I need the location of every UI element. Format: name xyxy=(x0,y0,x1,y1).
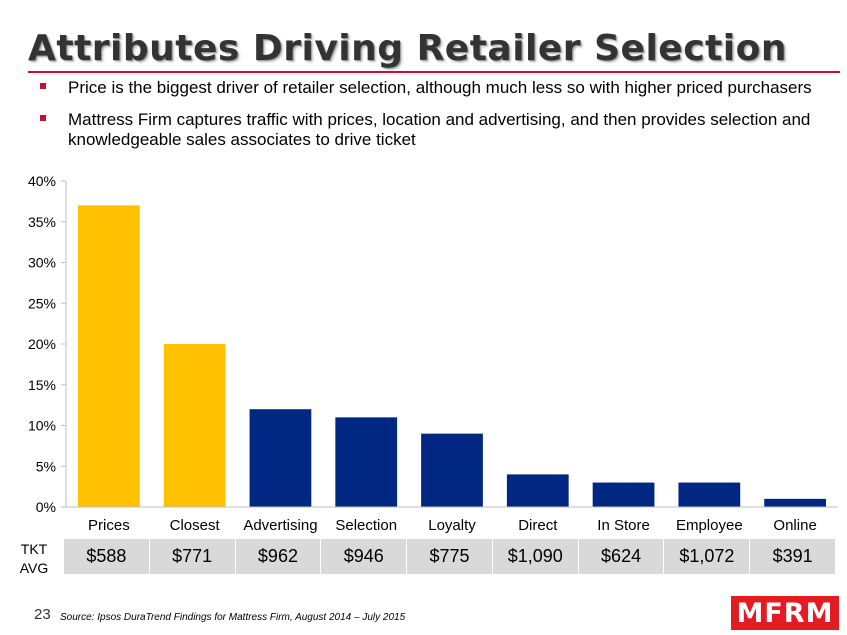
y-tick-label: 20% xyxy=(28,336,56,352)
y-tick-label: 25% xyxy=(28,295,56,311)
ticket-value: $624 xyxy=(578,539,665,574)
ticket-value: $1,090 xyxy=(492,539,579,574)
bullet-item: Mattress Firm captures traffic with pric… xyxy=(40,110,830,150)
x-category-label: Selection xyxy=(335,517,397,534)
bar-advertising xyxy=(249,409,312,507)
x-category-label: In Store xyxy=(597,517,650,534)
ticket-value: $1,072 xyxy=(664,539,751,574)
bullet-text: Mattress Firm captures traffic with pric… xyxy=(68,110,811,149)
bullet-item: Price is the biggest driver of retailer … xyxy=(40,78,830,98)
ticket-value: $962 xyxy=(235,539,322,574)
source-note: Source: Ipsos DuraTrend Findings for Mat… xyxy=(60,612,406,623)
ticket-value: $946 xyxy=(321,539,408,574)
ticket-label-line2: AVG xyxy=(19,560,49,576)
y-tick-label: 10% xyxy=(28,418,56,434)
bar-chart: 0% 5% 10% 15% 20% 25% 30% 35% 40% Prices Closest Ad… xyxy=(28,173,838,534)
page-title: Attributes Driving Retailer Selection xyxy=(28,28,787,69)
x-category-label: Direct xyxy=(518,517,558,534)
ticket-value: $588 xyxy=(64,539,150,574)
mfrm-logo: MFRM xyxy=(731,596,839,630)
bar-in-store xyxy=(592,482,655,507)
ticket-label-line1: TKT xyxy=(20,541,48,557)
bullet-list: Price is the biggest driver of retailer … xyxy=(40,78,830,162)
logo-text: MFRM xyxy=(736,597,834,629)
y-tick-label: 30% xyxy=(28,255,56,271)
bullet-text: Price is the biggest driver of retailer … xyxy=(68,78,812,97)
x-category-label: Loyalty xyxy=(428,517,476,534)
bullet-square-icon xyxy=(40,83,46,89)
bar-employee xyxy=(678,482,741,507)
ticket-avg-label: TKT AVG xyxy=(10,540,58,578)
bar-online xyxy=(764,498,826,507)
bar-prices xyxy=(78,205,140,507)
y-tick-label: 0% xyxy=(36,499,56,515)
x-category-label: Employee xyxy=(676,517,743,534)
bar-closest xyxy=(163,344,226,507)
ticket-value: $771 xyxy=(149,539,236,574)
x-category-label: Prices xyxy=(88,517,130,534)
bar-selection xyxy=(335,417,398,507)
x-category-label: Advertising xyxy=(243,517,317,534)
ticket-avg-row: $588 $771 $962 $946 $775 $1,090 $624 $1,… xyxy=(64,539,836,574)
title-divider xyxy=(28,71,840,73)
page-number: 23 xyxy=(34,606,51,623)
y-tick-label: 5% xyxy=(36,458,56,474)
x-category-label: Online xyxy=(773,517,816,534)
x-category-label: Closest xyxy=(170,517,221,534)
bar-direct xyxy=(506,474,569,507)
y-tick-label: 40% xyxy=(28,173,56,189)
bullet-square-icon xyxy=(40,115,46,121)
ticket-value: $391 xyxy=(750,539,836,574)
bar-loyalty xyxy=(421,433,483,507)
y-tick-label: 35% xyxy=(28,214,56,230)
ticket-value: $775 xyxy=(407,539,493,574)
y-tick-label: 15% xyxy=(28,377,56,393)
